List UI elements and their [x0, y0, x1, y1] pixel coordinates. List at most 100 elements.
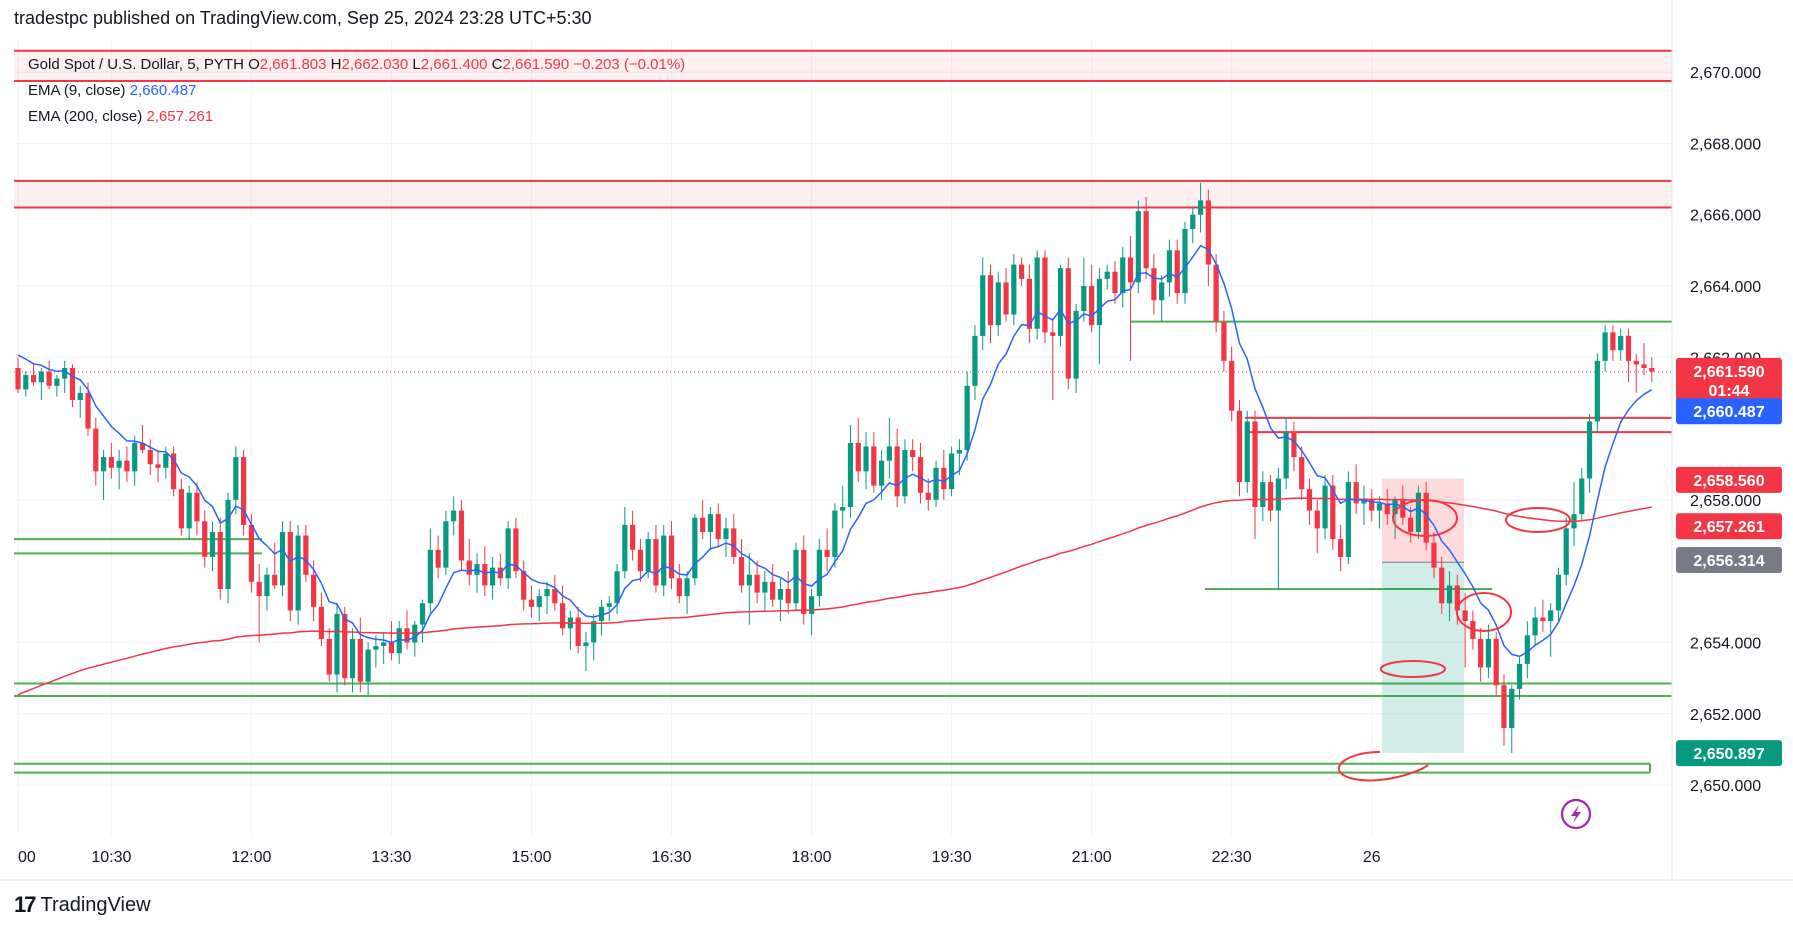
ema9-label[interactable]: EMA (9, close)	[28, 82, 126, 99]
candle-body	[521, 571, 527, 600]
price-badge-label: 2,656.314	[1693, 553, 1764, 570]
candle-body	[1392, 499, 1398, 515]
candle-body	[357, 638, 363, 682]
candle-body	[754, 574, 760, 593]
candle-body	[147, 449, 153, 465]
y-tick-label: 2,664.000	[1690, 279, 1761, 296]
candle-body	[1174, 250, 1180, 294]
candle-body	[1190, 214, 1196, 229]
ema200-label[interactable]: EMA (200, close)	[28, 108, 143, 125]
candle-body	[1625, 335, 1632, 361]
candle-body	[661, 535, 667, 586]
tradingview-logo-icon: 17	[14, 892, 37, 917]
candle-body	[334, 613, 340, 675]
y-tick-label: 2,666.000	[1690, 208, 1761, 225]
candle-body	[746, 574, 752, 586]
candle-body	[318, 606, 325, 639]
candle-body	[404, 628, 410, 643]
candle-body	[155, 464, 161, 468]
x-tick-label: 12:00	[231, 849, 271, 866]
candle-body	[435, 549, 441, 568]
candle-body	[536, 596, 542, 607]
candle-body	[949, 453, 955, 490]
price-badge-bg	[1676, 398, 1782, 425]
candle-body	[902, 449, 908, 497]
candle-body	[801, 549, 807, 614]
candle-body	[676, 578, 682, 597]
candle-body	[124, 460, 130, 472]
candle-body	[1532, 617, 1538, 636]
ema200-row[interactable]: EMA (200, close) 2,657.261	[28, 104, 685, 130]
candle-body	[987, 275, 994, 326]
candle-body	[1112, 271, 1118, 294]
candle-body	[248, 524, 254, 582]
candle-body	[653, 539, 659, 586]
candle-body	[544, 589, 550, 597]
candle-body	[443, 521, 449, 568]
candle-body	[1415, 492, 1421, 532]
candle-body	[1524, 635, 1530, 664]
candle-body	[941, 467, 947, 490]
candle-body	[980, 275, 986, 336]
candle-body	[863, 446, 869, 472]
footer-brand: TradingView	[40, 893, 151, 916]
candle-body	[77, 392, 83, 401]
open-value: 2,661.803	[259, 56, 327, 73]
candle-body	[132, 442, 138, 472]
candle-body	[1555, 574, 1562, 611]
candle-body	[451, 510, 457, 522]
candle-body	[886, 446, 892, 461]
candle-body	[1431, 542, 1437, 568]
price-badge-label: 2,661.590	[1693, 364, 1764, 381]
candle-body	[1229, 360, 1235, 411]
candle-body	[1446, 585, 1453, 604]
candle-body	[598, 606, 605, 622]
candle-body	[194, 492, 200, 522]
candle-body	[303, 535, 309, 575]
high-label: H	[330, 56, 342, 73]
candle-body	[171, 453, 177, 490]
candle-body	[1050, 332, 1056, 336]
candle-body	[528, 599, 535, 607]
x-tick-label: 10:30	[91, 849, 131, 866]
candle-body	[552, 589, 558, 604]
candle-body	[381, 642, 387, 647]
price-badge: 2,657.261	[1676, 513, 1782, 540]
candle-body	[1011, 264, 1017, 315]
candle-body	[1104, 271, 1110, 279]
drawing-annotations	[1337, 499, 1571, 782]
resistance-zone	[14, 50, 1672, 81]
low-value: 2,661.400	[420, 56, 488, 73]
candle-body	[894, 446, 900, 497]
candle-body	[1563, 528, 1569, 575]
candle-body	[1127, 257, 1134, 283]
candle-body	[1454, 585, 1460, 611]
candle-body	[1166, 250, 1173, 283]
candle-body	[1594, 360, 1600, 422]
y-tick-label: 2,658.000	[1690, 493, 1761, 510]
close-label: C	[491, 56, 503, 73]
candle-body	[824, 549, 830, 557]
ema9-row[interactable]: EMA (9, close) 2,660.487	[28, 78, 685, 104]
price-badge-label: 2,657.261	[1693, 519, 1764, 536]
change-value: −0.203 (−0.01%)	[573, 56, 686, 73]
candle-body	[956, 449, 962, 454]
price-badge-label: 2,658.560	[1693, 473, 1764, 490]
candle-body	[256, 581, 262, 597]
candle-body	[505, 528, 511, 579]
candle-body	[1369, 499, 1375, 511]
candle-body	[513, 528, 519, 572]
symbol-row[interactable]: Gold Spot / U.S. Dollar, 5, PYTH O2,661.…	[28, 52, 685, 78]
y-tick-label: 2,650.000	[1690, 778, 1761, 795]
candle-body	[933, 467, 939, 500]
y-tick-label: 2,668.000	[1690, 136, 1761, 153]
candle-body	[93, 428, 99, 472]
x-tick-label: 16:30	[651, 849, 691, 866]
candle-body	[100, 457, 107, 472]
symbol-name[interactable]: Gold Spot / U.S. Dollar, 5, PYTH	[28, 56, 244, 73]
flash-icon[interactable]	[1560, 798, 1592, 830]
candle-body	[311, 574, 317, 607]
candle-body	[1236, 410, 1243, 483]
chart-legend: Gold Spot / U.S. Dollar, 5, PYTH O2,661.…	[28, 52, 685, 130]
